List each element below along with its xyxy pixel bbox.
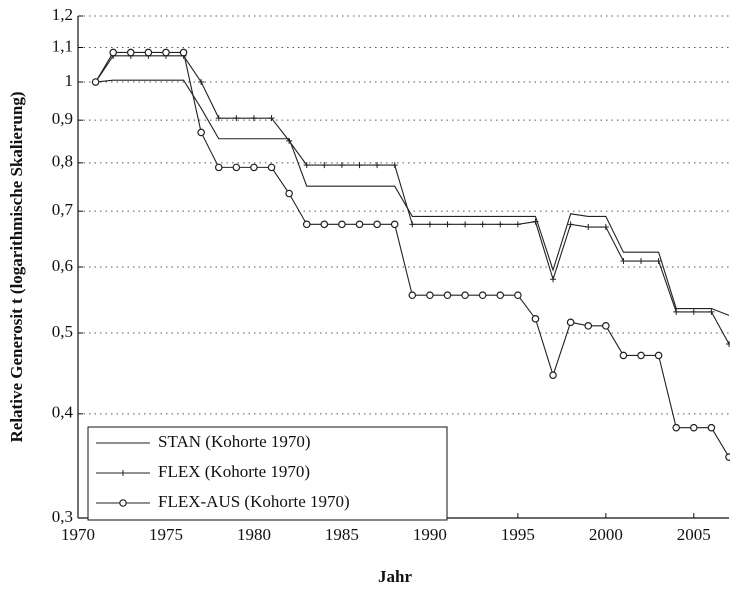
marker	[531, 315, 540, 323]
marker	[426, 291, 434, 300]
marker	[672, 423, 681, 432]
x-tick-label: 1985	[325, 525, 359, 544]
y-tick-label: 0,6	[52, 256, 73, 275]
marker	[408, 291, 417, 300]
legend-marker	[120, 470, 126, 476]
marker	[443, 291, 452, 300]
marker	[214, 163, 223, 172]
y-tick-label: 0,8	[52, 152, 73, 171]
marker	[162, 48, 170, 57]
marker	[673, 308, 680, 315]
marker	[179, 48, 188, 57]
marker	[497, 221, 504, 228]
marker	[726, 341, 730, 348]
x-tick-label: 1980	[237, 525, 271, 544]
x-axis-label: Jahr	[378, 567, 412, 586]
marker	[268, 115, 275, 122]
legend-marker	[119, 499, 127, 507]
y-tick-label: 0,9	[52, 109, 73, 128]
y-tick-label: 1	[65, 71, 74, 90]
marker	[144, 48, 153, 57]
y-axis-label: Relative Generosit t (logarithmische Ska…	[7, 92, 26, 443]
marker	[391, 162, 398, 169]
y-tick-label: 0,5	[52, 322, 73, 341]
marker	[233, 115, 240, 122]
marker	[215, 115, 222, 122]
marker	[514, 221, 521, 228]
marker	[567, 221, 574, 228]
marker	[479, 221, 486, 228]
x-tick-label: 2005	[677, 525, 711, 544]
y-tick-label: 0,7	[52, 200, 74, 219]
marker	[232, 163, 241, 172]
marker	[390, 220, 399, 229]
marker	[126, 48, 135, 57]
marker	[409, 221, 416, 228]
marker	[250, 115, 257, 122]
marker	[355, 220, 364, 229]
marker	[444, 221, 451, 228]
marker	[356, 162, 363, 169]
x-tick-label: 1990	[413, 525, 447, 544]
marker	[514, 291, 522, 300]
marker	[566, 318, 575, 327]
x-tick-label: 1970	[61, 525, 95, 544]
marker	[532, 218, 539, 225]
marker	[585, 224, 592, 231]
series-line	[95, 79, 730, 316]
marker	[250, 163, 258, 172]
marker	[654, 351, 663, 360]
marker	[461, 291, 469, 300]
marker	[338, 220, 346, 229]
y-tick-label: 0,3	[52, 507, 73, 526]
marker	[708, 308, 715, 315]
marker	[338, 162, 345, 169]
legend-label: FLEX-AUS (Kohorte 1970)	[158, 492, 350, 511]
marker	[374, 162, 381, 169]
marker	[426, 221, 433, 228]
marker	[637, 351, 645, 360]
marker	[496, 291, 505, 300]
marker	[638, 258, 645, 265]
series-line	[95, 51, 730, 458]
marker	[373, 220, 381, 229]
marker	[725, 453, 730, 461]
marker	[462, 221, 469, 228]
marker	[285, 189, 293, 198]
marker	[478, 291, 487, 300]
marker	[584, 322, 593, 330]
marker	[321, 162, 328, 169]
marker	[602, 224, 609, 231]
marker	[550, 276, 557, 283]
marker	[602, 322, 610, 330]
x-tick-label: 1995	[501, 525, 535, 544]
marker	[549, 371, 557, 380]
marker	[286, 137, 293, 144]
marker	[620, 258, 627, 265]
x-tick-label: 2000	[589, 525, 623, 544]
y-tick-label: 1,1	[52, 36, 73, 55]
marker	[109, 48, 117, 57]
marker	[619, 351, 628, 360]
y-tick-label: 1,2	[52, 5, 73, 24]
marker	[267, 163, 276, 172]
marker	[302, 220, 311, 229]
legend-label: STAN (Kohorte 1970)	[158, 432, 311, 451]
marker	[303, 162, 310, 169]
x-tick-label: 1975	[149, 525, 183, 544]
y-tick-label: 0,4	[52, 403, 74, 422]
marker	[320, 220, 329, 229]
marker	[91, 78, 100, 86]
marker	[690, 423, 698, 432]
marker	[690, 308, 697, 315]
marker	[655, 258, 662, 265]
series-line	[95, 55, 730, 345]
marker	[198, 79, 205, 86]
marker	[707, 423, 716, 432]
marker	[197, 128, 205, 137]
legend-label: FLEX (Kohorte 1970)	[158, 462, 310, 481]
